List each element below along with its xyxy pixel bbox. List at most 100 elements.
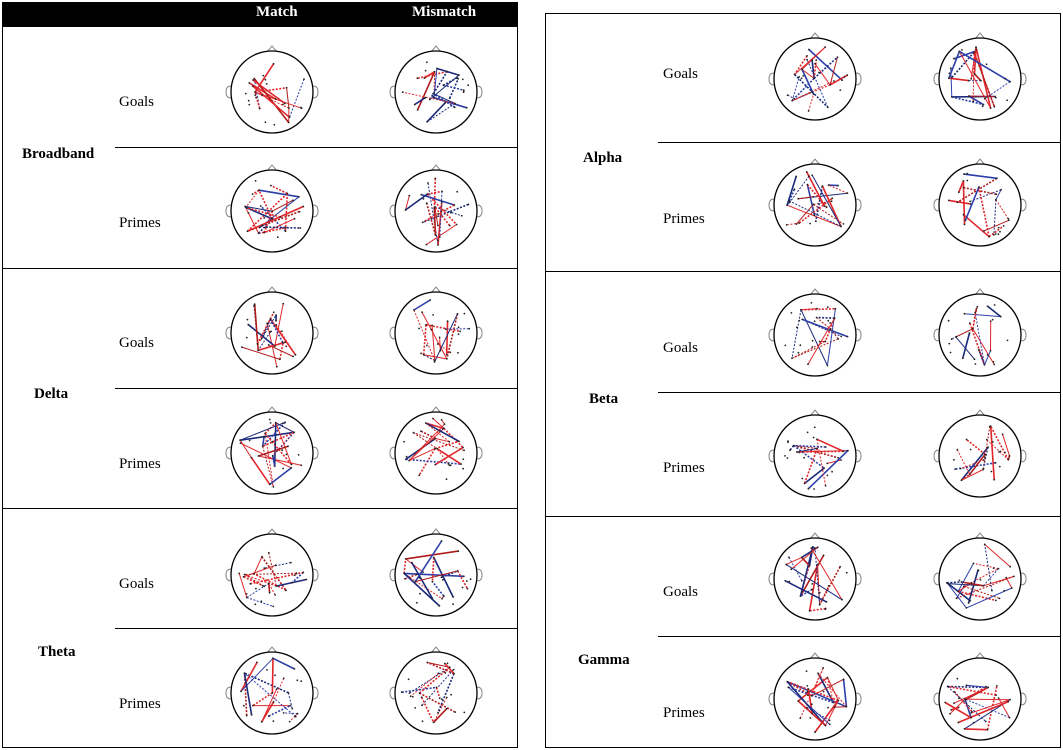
- electrode-dot: [421, 311, 423, 313]
- electrode-dot: [974, 363, 977, 365]
- connection-line: [802, 318, 848, 338]
- electrode-dot: [967, 95, 970, 97]
- connection-line: [252, 692, 273, 707]
- electrode-dot: [267, 582, 270, 585]
- connection-line: [800, 588, 813, 597]
- electrode-dot: [426, 661, 429, 664]
- electrode-dot: [444, 328, 447, 330]
- connection-line: [258, 445, 289, 457]
- left-ear: [768, 692, 775, 706]
- electrode-dot: [813, 77, 815, 80]
- connection-line: [816, 317, 831, 330]
- connection-line: [437, 673, 455, 713]
- connection-line: [431, 557, 435, 582]
- electrode-dot: [803, 482, 806, 485]
- electrode-dot: [403, 440, 405, 443]
- electrode-dot: [970, 78, 972, 80]
- electrode-dot: [806, 58, 808, 61]
- electrode-dot: [816, 438, 818, 441]
- electrode-dot: [981, 105, 984, 108]
- nose: [809, 288, 821, 296]
- connection-line: [408, 448, 436, 462]
- connection-line: [434, 313, 458, 363]
- electrode-dot: [948, 342, 951, 345]
- electrode-dot: [443, 662, 446, 665]
- nose: [809, 532, 821, 540]
- electrode-dot: [994, 233, 997, 235]
- electrode-dot: [467, 203, 470, 206]
- electrode-dot: [414, 707, 417, 709]
- electrode-dot: [826, 306, 829, 309]
- connection-line: [444, 662, 455, 675]
- electrode-dot: [426, 193, 429, 195]
- connection-line: [948, 199, 971, 205]
- electrode-dot: [806, 183, 809, 186]
- condition-label-primes: Primes: [663, 705, 705, 721]
- electrode-dot: [790, 312, 793, 314]
- electrode-dot: [957, 191, 960, 194]
- electrode-dot: [965, 698, 967, 701]
- electrode-dot: [995, 193, 998, 196]
- connection-line: [788, 557, 803, 582]
- electrode-dot: [951, 76, 953, 79]
- electrode-dot: [836, 56, 839, 59]
- electrode-dot: [998, 451, 1000, 453]
- connection-line: [786, 564, 843, 601]
- electrode-dot: [798, 451, 801, 454]
- electrode-dot: [251, 85, 254, 87]
- connection-line: [993, 199, 997, 235]
- electrode-dot: [960, 479, 963, 482]
- electrode-dot: [791, 99, 794, 102]
- electrode-dot: [448, 464, 451, 467]
- nose: [974, 409, 986, 417]
- connection-line: [413, 432, 465, 451]
- nose: [266, 646, 278, 654]
- connection-line: [815, 185, 824, 222]
- connection-line: [426, 224, 457, 246]
- connection-line: [964, 186, 980, 221]
- connection-line: [417, 70, 448, 80]
- electrode-dot: [837, 338, 840, 340]
- electrode-dot: [457, 326, 460, 329]
- connection-line: [421, 193, 455, 206]
- electrode-dot: [288, 720, 291, 723]
- electrode-dot: [966, 172, 969, 175]
- electrode-dot: [408, 692, 411, 694]
- electrode-dot: [811, 59, 813, 61]
- connection-line: [279, 342, 284, 360]
- left-ear: [225, 326, 232, 340]
- electrode-dot: [979, 578, 982, 581]
- electrode-dot: [424, 96, 427, 99]
- electrode-dot: [967, 602, 970, 604]
- connection-line: [261, 314, 277, 340]
- electrode-dot: [268, 483, 271, 486]
- electrode-dot: [282, 103, 284, 106]
- electrode-dot: [998, 465, 1001, 468]
- electrode-dot: [982, 459, 985, 461]
- connection-line: [246, 597, 274, 607]
- electrode-dot: [799, 344, 802, 347]
- condition-label-primes: Primes: [119, 696, 161, 712]
- electrode-dot: [416, 109, 419, 111]
- electrode-dot: [989, 107, 992, 109]
- connection-line: [433, 708, 448, 723]
- electrode-dot: [1009, 565, 1012, 568]
- condition-label-goals: Goals: [119, 576, 154, 592]
- electrode-dot: [800, 77, 803, 80]
- connection-line: [806, 707, 830, 721]
- electrode-dot: [413, 103, 416, 106]
- electrode-dot: [425, 323, 427, 326]
- connection-line: [995, 189, 1002, 200]
- left-ear: [933, 198, 940, 212]
- electrode-dot: [840, 459, 842, 461]
- nose: [430, 286, 442, 294]
- electrode-dot: [433, 359, 436, 362]
- electrode-dot: [808, 175, 810, 177]
- electrode-dot: [840, 335, 843, 338]
- connection-line: [245, 189, 260, 208]
- electrode-dot: [964, 219, 967, 222]
- connection-line: [420, 696, 435, 723]
- electrode-dot: [284, 226, 287, 229]
- connection-line: [947, 685, 997, 696]
- electrode-dot: [996, 177, 998, 180]
